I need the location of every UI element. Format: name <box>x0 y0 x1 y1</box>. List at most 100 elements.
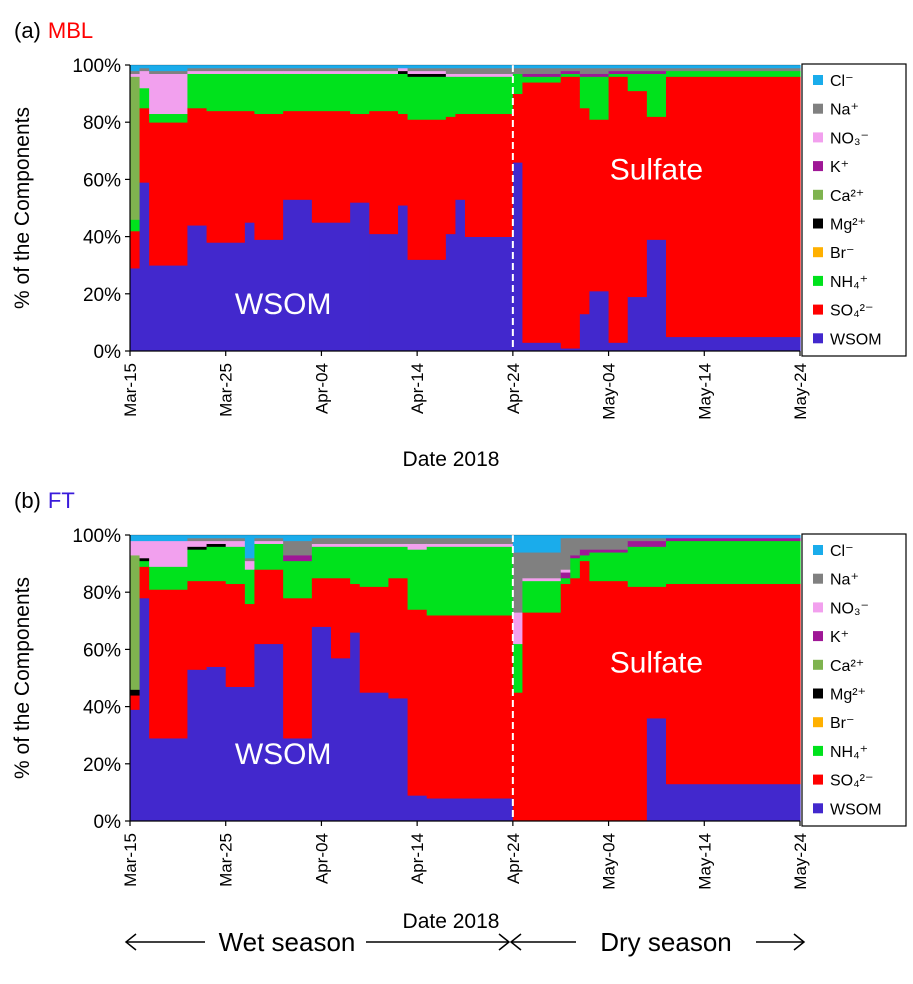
bar-segment-so4 <box>666 76 801 338</box>
bar-segment-wsom <box>646 718 667 822</box>
bar-segment-na <box>407 67 447 72</box>
bar-segment-wsom <box>139 182 150 352</box>
legend-label-k: K⁺ <box>830 159 849 176</box>
bar-segment-nh4 <box>311 546 332 579</box>
bar-segment-so4 <box>570 577 581 822</box>
bar-segment-wsom <box>187 669 208 822</box>
bar-segment-nh4 <box>608 73 629 77</box>
bar-segment-no3 <box>455 73 466 77</box>
x-tick-label: Mar-25 <box>217 833 236 887</box>
y-tick-label: 80% <box>83 583 121 604</box>
bar-23 <box>646 535 667 822</box>
x-tick-label: Apr-14 <box>408 833 427 884</box>
wet-season-label: Wet season <box>219 927 356 957</box>
bar-segment-na <box>627 537 648 542</box>
bar-13 <box>388 535 409 822</box>
bar-segment-so4 <box>608 76 629 343</box>
bar-segment-no3 <box>254 540 284 544</box>
bar-segment-so4 <box>407 609 428 796</box>
bar-5 <box>225 535 246 822</box>
bar-2 <box>149 535 189 822</box>
legend-swatch-na <box>813 573 823 584</box>
x-tick-label: May-04 <box>600 833 619 890</box>
bar-segment-cl <box>646 535 667 539</box>
bar-segment-cl <box>646 65 667 69</box>
legend-swatch-nh4 <box>813 275 823 286</box>
bar-segment-wsom <box>627 296 648 352</box>
bar-24 <box>666 65 801 352</box>
legend-label-na: Na⁺ <box>830 102 859 119</box>
legend-swatch-no3 <box>813 132 823 143</box>
bar-segment-cl <box>130 65 141 72</box>
bar-segment-wsom <box>560 348 581 352</box>
bar-segment-na <box>244 67 256 72</box>
bar-segment-so4 <box>187 107 208 226</box>
bar-segment-na <box>369 67 399 72</box>
bar-segment-so4 <box>359 586 390 693</box>
bar-segment-wsom <box>283 738 313 822</box>
bar-segment-nh4 <box>254 73 284 115</box>
bar-segment-wsom <box>426 798 514 822</box>
bar-19 <box>579 65 591 352</box>
bar-segment-na <box>589 67 610 74</box>
bar-segment-ca <box>130 555 141 690</box>
bar-segment-nh4 <box>407 76 447 120</box>
bar-12 <box>407 65 447 352</box>
bar-4 <box>206 535 227 822</box>
bar-segment-nh4 <box>522 580 562 613</box>
bar-segment-wsom <box>331 657 351 822</box>
bar-16 <box>512 65 524 352</box>
wsom-annotation: WSOM <box>235 738 332 771</box>
bar-20 <box>589 65 610 352</box>
bar-11 <box>350 535 361 822</box>
bar-3 <box>187 65 208 352</box>
y-tick-label: 100% <box>72 56 121 77</box>
bar-segment-cl <box>139 65 150 69</box>
y-tick-label: 0% <box>94 342 122 363</box>
bar-segment-so4 <box>350 583 361 633</box>
bar-segment-so4 <box>139 107 150 183</box>
bar-segment-so4 <box>139 566 150 599</box>
bar-6 <box>244 535 256 822</box>
bar-segment-no3 <box>369 70 399 74</box>
wet-season-left-arrowhead <box>124 933 137 951</box>
bar-segment-na <box>589 537 629 550</box>
bar-segment-nh4 <box>244 73 256 112</box>
x-tick-label: May-14 <box>695 363 714 420</box>
legend-item-no3: NO₃⁻ <box>813 600 869 617</box>
bar-segment-k <box>627 540 648 547</box>
x-tick-label: May-04 <box>600 363 619 420</box>
bar-segment-nh4 <box>398 73 409 115</box>
panel-b-ft-chart: (b) FT WSOM Sulfate 0% 20% 40% 60% 80% 100% Mar-15… <box>11 488 907 933</box>
bar-24 <box>666 535 801 822</box>
legend-label-cl: Cl⁻ <box>830 543 854 560</box>
bar-segment-so4 <box>627 90 648 298</box>
bar-segment-no3 <box>388 543 409 547</box>
legend-label-wsom: WSOM <box>830 331 882 348</box>
panel-tag: (b) FT <box>14 488 75 513</box>
bar-segment-cl <box>627 65 648 69</box>
bar-segment-nh4 <box>646 546 667 587</box>
panel-a-mbl-chart: (a) MBL WSOM Sulfate 0% 20% 40% 60% 80% 100% Mar-1… <box>11 18 907 471</box>
bar-segment-k <box>589 549 629 553</box>
bar-segment-cl <box>244 65 256 69</box>
legend-swatch-nh4 <box>813 745 823 756</box>
bar-segment-nh4 <box>579 555 591 562</box>
bar-segment-cl <box>455 65 466 69</box>
bar-segment-no3 <box>149 540 189 567</box>
bar-segment-k <box>589 73 610 77</box>
bar-17 <box>522 535 562 822</box>
bar-segment-no3 <box>359 543 390 547</box>
bar-segment-nh4 <box>225 546 246 585</box>
bar-segment-nh4 <box>311 73 351 112</box>
bar-segment-so4 <box>445 116 457 235</box>
bar-segment-cl <box>244 535 256 559</box>
bar-segment-wsom <box>398 205 409 352</box>
bar-segment-nh4 <box>445 76 457 117</box>
bar-segment-no3 <box>187 70 208 74</box>
legend-item-k: K⁺ <box>813 159 849 176</box>
bar-segment-mg <box>407 73 447 77</box>
bar-segment-nh4 <box>283 560 313 599</box>
legend: Cl⁻ Na⁺ NO₃⁻ K⁺ Ca²⁺ Mg²⁺ Br⁻ NH₄⁺ SO₄²⁻ WSOM <box>801 63 907 357</box>
legend-item-na: Na⁺ <box>813 102 859 119</box>
